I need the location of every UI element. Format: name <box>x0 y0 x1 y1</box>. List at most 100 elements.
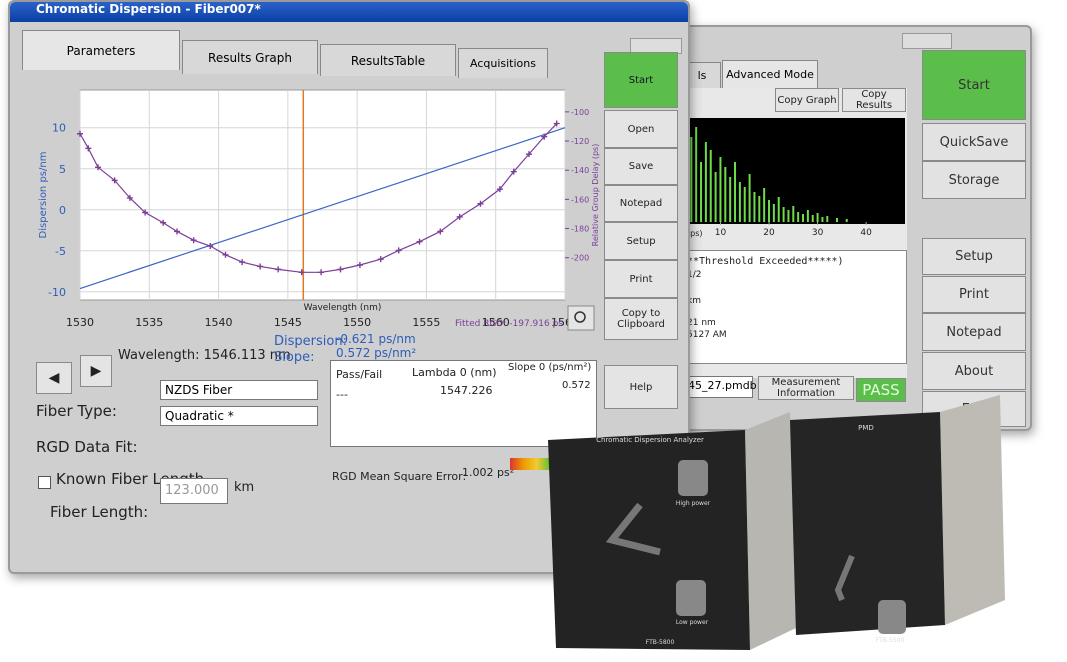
data-point <box>275 266 282 273</box>
rms-value: 1.002 ps² <box>462 466 515 479</box>
module-title: PMD <box>858 424 874 432</box>
wavelength-readout: Wavelength: 1546.113 nm <box>118 348 291 363</box>
button[interactable]: Setup <box>922 238 1026 275</box>
next-button[interactable]: ▶ <box>80 355 112 387</box>
table-header: Pass/Fail <box>336 368 383 381</box>
data-point <box>190 237 197 244</box>
copy-graph-button[interactable]: Copy Graph <box>775 88 839 112</box>
graph: 1530 1535 1540 1545 1550 1555 1560 1565-10-5051… <box>38 89 600 331</box>
copy-results-button[interactable]: Copy Results <box>842 88 906 112</box>
data-point <box>174 228 180 235</box>
y2-tick-label: -160 <box>571 195 589 204</box>
table-cell: 0.572 <box>562 380 591 391</box>
prev-button[interactable]: ◀ <box>36 362 72 394</box>
table-header: Slope 0 (ps/nm²) <box>508 362 592 373</box>
zoom-button[interactable] <box>567 305 595 331</box>
module-front <box>548 430 750 650</box>
data-point <box>510 168 517 175</box>
handle <box>605 502 661 556</box>
connector <box>678 460 708 496</box>
data-point <box>142 209 149 216</box>
data-point <box>456 213 463 220</box>
x-tick-label: 1530 <box>66 316 94 329</box>
tab[interactable]: Results Graph <box>182 40 318 74</box>
module-label: FTB-5800 <box>646 639 675 646</box>
data-point <box>239 259 246 266</box>
y-tick-label: 10 <box>52 122 66 135</box>
tab[interactable]: Acquisitions <box>458 48 548 78</box>
button[interactable]: Storage <box>922 161 1026 199</box>
y-tick-label: -10 <box>48 286 66 299</box>
data-point <box>207 243 214 250</box>
y-tick-label: -5 <box>55 245 66 258</box>
rms-label: RGD Mean Square Error: <box>332 470 467 483</box>
y2-axis-label: Relative Group Delay (ps) <box>591 144 600 247</box>
x-tick-label: 1540 <box>205 316 233 329</box>
button[interactable]: Copy to Clipboard <box>604 298 678 340</box>
module-title: Chromatic Dispersion Analyzer <box>596 436 704 444</box>
fiber-type-select[interactable]: NZDS Fiber <box>160 380 318 400</box>
data-point <box>160 219 167 226</box>
button[interactable]: Print <box>604 260 678 298</box>
fiber-type-label: Fiber Type: <box>36 402 117 420</box>
dispersion-label: Dispersion: <box>274 334 347 349</box>
button[interactable]: Print <box>922 276 1026 313</box>
x-tick-label: 10 <box>715 228 727 238</box>
tab[interactable]: Advanced Mode <box>722 60 818 88</box>
data-point <box>337 266 344 273</box>
y-tick-label: 5 <box>59 163 66 176</box>
tab[interactable]: Parameters <box>22 30 180 70</box>
data-point <box>298 269 305 276</box>
length-label: Fiber Length: <box>50 503 149 521</box>
x-tick-label: 1535 <box>135 316 163 329</box>
button[interactable]: Open <box>604 110 678 148</box>
y2-tick-label: -120 <box>571 137 589 146</box>
button[interactable]: Save <box>604 148 678 185</box>
y-axis-label: Dispersion ps/nm <box>38 152 49 239</box>
data-point <box>257 263 264 270</box>
connector <box>878 600 906 634</box>
title-bar <box>10 2 688 22</box>
x-tick-label: 40 <box>860 228 872 238</box>
fit-select[interactable]: Quadratic * <box>160 406 318 426</box>
button[interactable]: Help <box>604 365 678 409</box>
log-box <box>685 250 907 364</box>
log-line: 5127 AM <box>687 330 727 340</box>
length-input[interactable]: 123.000 <box>160 478 228 504</box>
data-point <box>525 151 532 158</box>
checkbox[interactable] <box>38 476 51 489</box>
data-point <box>395 247 402 254</box>
y-tick-label: 0 <box>59 204 66 217</box>
data-point <box>222 251 229 258</box>
data-point <box>77 130 83 137</box>
button[interactable]: About <box>922 352 1026 390</box>
button[interactable]: Start <box>922 50 1026 120</box>
length-unit: km <box>234 480 255 495</box>
module-label: High power <box>676 500 711 507</box>
log-line: 21 nm <box>687 318 716 328</box>
series-line <box>79 127 566 290</box>
fit-label: RGD Data Fit: <box>36 438 138 456</box>
data-point <box>356 262 363 268</box>
status-bars <box>510 458 550 470</box>
button[interactable]: Start <box>604 52 678 108</box>
data-point <box>553 120 560 127</box>
module-label: FTB-5500 <box>876 637 905 644</box>
data-point <box>477 200 484 207</box>
button[interactable]: Notepad <box>922 313 1026 351</box>
y2-tick-label: -100 <box>571 108 589 117</box>
log-line: km <box>687 296 701 306</box>
y2-tick-label: -140 <box>571 166 589 175</box>
module-side <box>745 412 796 650</box>
window-controls[interactable] <box>902 33 952 49</box>
button[interactable]: QuickSave <box>922 123 1026 161</box>
button[interactable]: Setup <box>604 222 678 260</box>
x-tick-label: 1555 <box>412 316 440 329</box>
button[interactable]: Notepad <box>604 185 678 222</box>
tab[interactable]: ResultsTable <box>320 44 456 76</box>
measurement-button[interactable]: Measurement Information <box>758 376 854 400</box>
data-point <box>377 256 384 263</box>
status: PASS <box>856 378 906 402</box>
fitted-label: Fitted RGD: -197.916 ps <box>455 319 563 329</box>
